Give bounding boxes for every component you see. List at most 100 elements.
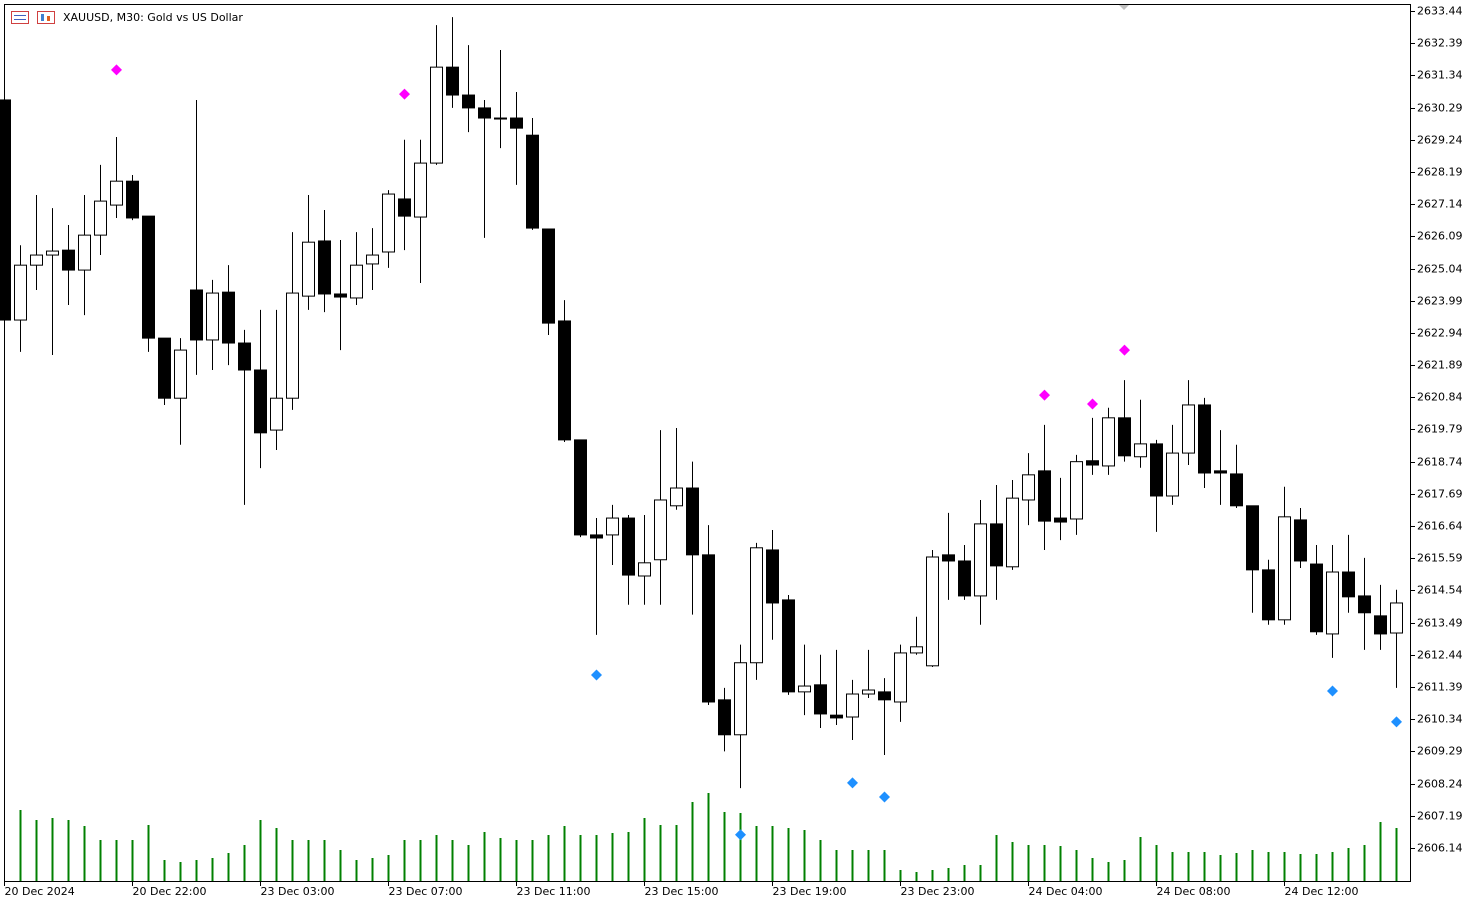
y-tick-label: 2613.49 bbox=[1417, 617, 1463, 630]
y-tick-label: 2633.44 bbox=[1417, 5, 1463, 18]
y-tick-label: 2617.69 bbox=[1417, 488, 1463, 501]
candle-body bbox=[126, 180, 139, 219]
volume-bar bbox=[723, 812, 726, 881]
candle-body bbox=[1342, 571, 1355, 598]
y-tick-label: 2614.54 bbox=[1417, 584, 1463, 597]
fractal-marker bbox=[399, 88, 410, 100]
volume-bar bbox=[83, 826, 86, 881]
volume-bar bbox=[1299, 854, 1302, 881]
candle-body bbox=[46, 250, 59, 256]
volume-bar bbox=[643, 818, 646, 881]
candle-body bbox=[1118, 417, 1131, 457]
volume-bar bbox=[563, 826, 566, 881]
volume-bar bbox=[419, 840, 422, 881]
volume-bar bbox=[1187, 852, 1190, 881]
candle-body bbox=[1374, 615, 1387, 635]
volume-bar bbox=[755, 826, 758, 881]
candle-body bbox=[190, 289, 203, 341]
candle-body bbox=[1262, 569, 1275, 621]
y-tick-label: 2611.39 bbox=[1417, 681, 1463, 694]
volume-bar bbox=[1155, 845, 1158, 881]
volume-bar bbox=[1395, 828, 1398, 881]
candle-body bbox=[1054, 517, 1067, 523]
volume-bar bbox=[1123, 860, 1126, 881]
volume-bar bbox=[67, 820, 70, 881]
volume-bar bbox=[1075, 850, 1078, 881]
candle-body bbox=[1006, 497, 1019, 568]
volume-bar bbox=[211, 858, 214, 881]
candle-body bbox=[846, 693, 859, 718]
volume-bar bbox=[227, 853, 230, 881]
candle-body bbox=[350, 264, 363, 299]
volume-bar bbox=[483, 832, 486, 881]
x-tick-label: 23 Dec 15:00 bbox=[645, 885, 719, 898]
fractal-marker bbox=[111, 64, 122, 76]
volume-bar bbox=[515, 840, 518, 881]
candle-body bbox=[1230, 473, 1243, 507]
volume-bar bbox=[51, 818, 54, 881]
volume-bar bbox=[1235, 853, 1238, 881]
volume-bar bbox=[835, 850, 838, 881]
fractal-marker bbox=[1119, 344, 1130, 356]
y-tick-label: 2632.39 bbox=[1417, 37, 1463, 50]
candle-body bbox=[1166, 452, 1179, 497]
candle-body bbox=[1278, 516, 1291, 621]
volume-bar bbox=[19, 810, 22, 881]
candle-body bbox=[174, 349, 187, 399]
candle-body bbox=[814, 684, 827, 715]
volume-bar bbox=[1059, 846, 1062, 881]
candle-body bbox=[238, 342, 251, 371]
volume-bar bbox=[899, 870, 902, 881]
fractal-marker bbox=[735, 829, 746, 841]
candle-body bbox=[606, 517, 619, 536]
candle-body bbox=[302, 241, 315, 297]
fractal-marker bbox=[1087, 398, 1098, 410]
candle-body bbox=[14, 264, 27, 321]
volume-bar bbox=[819, 840, 822, 881]
candle-body bbox=[670, 487, 683, 507]
volume-bar bbox=[259, 820, 262, 881]
y-tick-label: 2606.14 bbox=[1417, 842, 1463, 855]
y-tick-label: 2608.24 bbox=[1417, 778, 1463, 791]
candle-body bbox=[734, 662, 747, 736]
symbol-icons bbox=[11, 11, 55, 24]
candle-body bbox=[110, 180, 123, 206]
volume-bar bbox=[627, 832, 630, 881]
candle-body bbox=[222, 291, 235, 344]
volume-bar bbox=[291, 840, 294, 881]
candle-body bbox=[318, 240, 331, 295]
candle-body bbox=[686, 487, 699, 556]
candle-body bbox=[510, 117, 523, 129]
plot-frame bbox=[4, 4, 1411, 882]
candle-body bbox=[462, 94, 475, 109]
volume-bar bbox=[147, 825, 150, 881]
volume-bar bbox=[451, 840, 454, 881]
candle-body bbox=[1294, 519, 1307, 562]
volume-bar bbox=[275, 828, 278, 881]
volume-bar bbox=[1203, 852, 1206, 881]
x-tick-label: 20 Dec 22:00 bbox=[133, 885, 207, 898]
candle-body bbox=[782, 599, 795, 693]
candle-body bbox=[830, 714, 843, 719]
volume-bar bbox=[1363, 845, 1366, 881]
volume-bar bbox=[131, 840, 134, 881]
volume-bar bbox=[915, 872, 918, 881]
candle-body bbox=[1198, 404, 1211, 474]
candle-body bbox=[878, 691, 891, 701]
volume-bar bbox=[1139, 837, 1142, 881]
volume-bar bbox=[1283, 852, 1286, 881]
volume-bar bbox=[803, 830, 806, 881]
candle-body bbox=[910, 646, 923, 654]
y-tick-label: 2629.24 bbox=[1417, 134, 1463, 147]
candle-body bbox=[750, 547, 763, 664]
volume-bar bbox=[115, 840, 118, 881]
y-tick-label: 2625.04 bbox=[1417, 263, 1463, 276]
volume-bar bbox=[243, 845, 246, 881]
volume-bar bbox=[995, 835, 998, 881]
volume-bar bbox=[707, 793, 710, 881]
candle-body bbox=[158, 337, 171, 399]
chart-title: XAUUSD, M30: Gold vs US Dollar bbox=[63, 11, 243, 24]
y-tick-label: 2609.29 bbox=[1417, 745, 1463, 758]
candle-body bbox=[286, 292, 299, 399]
